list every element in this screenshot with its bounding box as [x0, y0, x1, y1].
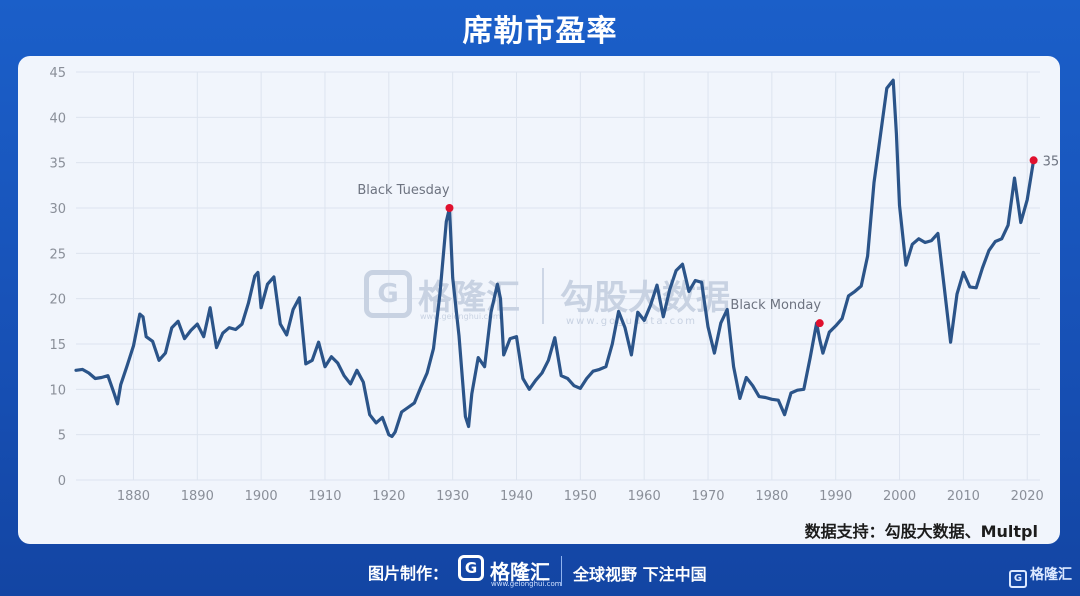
corner-logo-icon: G	[1009, 570, 1027, 588]
annotation-layer: Black Tuesday Black Monday 35.26	[357, 154, 1060, 328]
watermark-divider	[542, 268, 544, 324]
x-tick-label: 1880	[117, 489, 150, 504]
watermark: G 格隆汇 www.gelonghui.com 勾股大数据 www.goguda…	[360, 264, 740, 334]
watermark-domain: www.gelonghui.com	[420, 312, 501, 321]
y-tick-label: 15	[49, 338, 66, 353]
page-title: 席勒市盈率	[462, 14, 618, 49]
x-tick-label: 1900	[245, 489, 278, 504]
y-tick-label: 0	[58, 474, 66, 489]
x-tick-label: 1960	[628, 489, 661, 504]
footer-slogan: 全球视野 下注中国	[573, 565, 707, 584]
y-tick-label: 45	[49, 66, 66, 81]
x-tick-label: 1980	[755, 489, 788, 504]
annotation-marker	[815, 319, 824, 328]
annotation-marker	[445, 204, 454, 212]
chart-card: 0 5 10 15 20 25 30 35 40 45 1880 1890 1900 1910 1920 19…	[18, 56, 1060, 544]
grid-layer	[76, 71, 1040, 481]
footer-logo-icon: G	[458, 555, 484, 581]
x-tick-label: 2000	[883, 489, 916, 504]
annotation-label: Black Monday	[730, 298, 821, 313]
y-tick-label: 25	[49, 247, 66, 262]
annotation-label: Black Tuesday	[357, 183, 450, 198]
x-tick-label: 1940	[500, 489, 533, 504]
chart-svg: 0 5 10 15 20 25 30 35 40 45 1880 1890 1900 1910 1920 19…	[49, 66, 1043, 504]
x-tick-label: 1890	[181, 489, 214, 504]
annotation-label: 35.26	[1043, 154, 1060, 169]
x-tick-label: 1910	[308, 489, 341, 504]
y-tick-label: 40	[49, 111, 66, 126]
footer: 图片制作： G 格隆汇 www.gelonghui.com 全球视野 下注中国 …	[0, 552, 1080, 596]
watermark-partner-domain: www.gogudata.com	[566, 316, 698, 327]
y-tick-label: 20	[49, 293, 66, 308]
y-tick-label: 10	[49, 383, 66, 398]
y-tick-label: 35	[49, 157, 66, 172]
watermark-brand: 格隆汇	[418, 278, 520, 318]
chart-plot: Black Tuesday Black Monday 35.26	[74, 78, 1060, 439]
annotation-marker	[1029, 156, 1038, 165]
corner-brand: 格隆汇	[1030, 567, 1072, 583]
footer-brand: 格隆汇	[490, 560, 550, 584]
x-tick-label: 1970	[691, 489, 724, 504]
x-tick-label: 1990	[819, 489, 852, 504]
source-note: 数据支持：勾股大数据、Multpl	[804, 522, 1038, 541]
axis-layer: 0 5 10 15 20 25 30 35 40 45 1880 1890 1900 1910 1920 19…	[49, 66, 1043, 504]
x-tick-label: 2010	[947, 489, 980, 504]
y-tick-label: 5	[58, 429, 66, 444]
x-tick-label: 2020	[1011, 489, 1044, 504]
watermark-logo: G	[364, 270, 412, 318]
x-tick-label: 1930	[436, 489, 469, 504]
footer-credit-label: 图片制作：	[368, 564, 449, 583]
footer-divider	[561, 556, 562, 586]
series-line	[74, 78, 1036, 439]
x-tick-label: 1950	[564, 489, 597, 504]
x-tick-label: 1920	[372, 489, 405, 504]
footer-domain: www.gelonghui.com	[491, 580, 562, 588]
corner-watermark: G 格隆汇	[1009, 564, 1072, 588]
y-tick-label: 30	[49, 202, 66, 217]
